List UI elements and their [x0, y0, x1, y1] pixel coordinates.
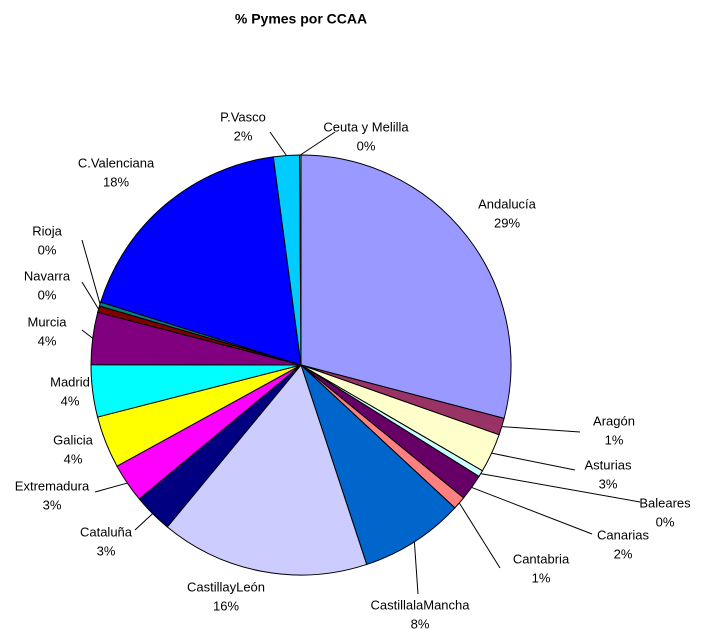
slice-label: Andalucía — [478, 196, 537, 211]
slice-label: Rioja — [32, 223, 62, 238]
leader-line — [501, 426, 581, 433]
slice-label: CastillalaMancha — [371, 597, 471, 612]
pie-slice — [166, 363, 368, 576]
leader-line — [480, 473, 641, 503]
slice-label: Murcia — [27, 314, 67, 329]
slice-label: P.Vasco — [220, 109, 266, 124]
slice-value-label: 4% — [64, 451, 83, 466]
slice-value-label: 0% — [38, 287, 57, 302]
slice-label: Cantabria — [513, 551, 570, 566]
slice-value-label: 4% — [61, 393, 80, 408]
chart-title: % Pymes por CCAA — [235, 11, 367, 27]
pie-slice — [300, 364, 456, 566]
slice-label: Cataluña — [80, 524, 133, 539]
pie-slice — [300, 154, 512, 419]
slice-value-label: 2% — [234, 128, 253, 143]
slice-value-label: 0% — [38, 242, 57, 257]
slice-value-label: 0% — [357, 138, 376, 153]
leader-line — [81, 281, 100, 310]
slice-value-label: 1% — [605, 432, 624, 447]
slice-value-label: 1% — [532, 570, 551, 585]
slice-label: Galicia — [53, 432, 94, 447]
slice-value-label: 2% — [614, 546, 633, 561]
leader-line — [413, 541, 419, 595]
slice-value-label: 3% — [599, 476, 618, 491]
slice-label: Baleares — [639, 495, 691, 510]
slice-label: C.Valenciana — [78, 155, 155, 170]
slice-label: Aragón — [593, 413, 635, 428]
leader-line — [269, 131, 287, 156]
slice-label: Canarias — [597, 527, 650, 542]
leader-line — [81, 239, 101, 305]
slice-value-label: 8% — [411, 616, 430, 629]
slice-label: Navarra — [24, 268, 71, 283]
leader-line — [491, 452, 576, 471]
slice-label: CastillayLeón — [187, 579, 265, 594]
slice-label: Asturias — [585, 457, 632, 472]
slice-value-label: 0% — [656, 514, 675, 529]
slice-value-label: 3% — [43, 497, 62, 512]
pie-slice — [100, 156, 302, 366]
leader-line — [300, 131, 336, 156]
leader-line — [134, 513, 153, 531]
slice-value-label: 4% — [38, 333, 57, 348]
leader-line — [94, 482, 128, 493]
slice-label: Ceuta y Melilla — [323, 119, 409, 134]
leader-line — [81, 329, 94, 339]
slice-label: Madrid — [50, 374, 90, 389]
slice-value-label: 3% — [97, 543, 116, 558]
leader-line — [458, 502, 501, 569]
slice-value-label: 18% — [103, 174, 129, 189]
slice-value-label: 29% — [494, 215, 520, 230]
slice-label: Extremadura — [15, 478, 90, 493]
leader-line — [471, 486, 593, 535]
slice-value-label: 16% — [213, 598, 239, 613]
